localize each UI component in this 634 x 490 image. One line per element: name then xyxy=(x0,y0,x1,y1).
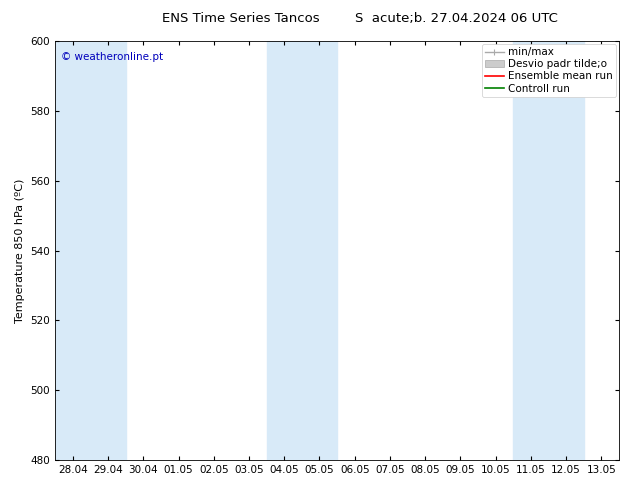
Legend: min/max, Desvio padr tilde;o, Ensemble mean run, Controll run: min/max, Desvio padr tilde;o, Ensemble m… xyxy=(482,44,616,97)
Y-axis label: Temperature 850 hPa (ºC): Temperature 850 hPa (ºC) xyxy=(15,178,25,323)
Bar xyxy=(267,41,337,460)
Text: © weatheronline.pt: © weatheronline.pt xyxy=(61,51,163,62)
Bar xyxy=(514,41,584,460)
Text: S  acute;b. 27.04.2024 06 UTC: S acute;b. 27.04.2024 06 UTC xyxy=(355,12,558,25)
Text: ENS Time Series Tancos: ENS Time Series Tancos xyxy=(162,12,320,25)
Bar xyxy=(55,41,126,460)
